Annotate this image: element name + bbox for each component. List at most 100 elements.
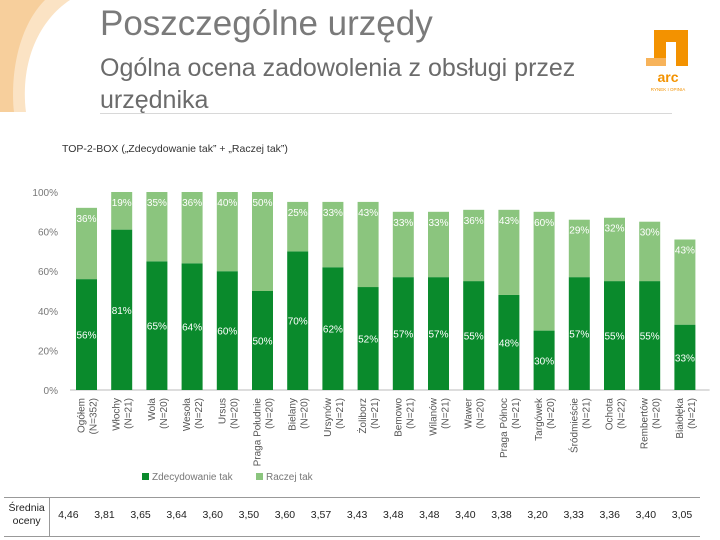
data-label-zdecydowanie-tak: 30% — [534, 356, 554, 367]
bar-raczej-tak — [463, 209, 485, 282]
data-label-zdecydowanie-tak: 81% — [112, 306, 132, 317]
bar-zdecydowanie-tak — [287, 251, 309, 390]
x-tick-label: Ursynów(N=21) — [323, 397, 346, 437]
y-tick-label: 60% — [38, 267, 58, 278]
data-label-raczej-tak: 29% — [569, 226, 589, 237]
data-label-raczej-tak: 30% — [640, 228, 660, 239]
x-tick-label: Wola(N=20) — [147, 398, 170, 429]
average-score-value: 4,46 — [58, 509, 79, 521]
average-score-value: 3,57 — [310, 509, 332, 521]
data-label-zdecydowanie-tak: 57% — [428, 330, 448, 341]
data-label-raczej-tak: 36% — [182, 198, 202, 209]
average-score-value: 3,20 — [527, 509, 548, 521]
average-score-value: 3,38 — [491, 509, 512, 521]
data-label-raczej-tak: 33% — [323, 208, 343, 219]
bar-zdecydowanie-tak — [392, 277, 414, 390]
y-tick-label: 20% — [38, 346, 58, 357]
data-label-raczej-tak: 43% — [675, 246, 695, 257]
header-divider — [100, 113, 672, 114]
data-label-zdecydowanie-tak: 55% — [604, 332, 624, 343]
average-score-value: 3,81 — [94, 509, 115, 521]
data-label-zdecydowanie-tak: 60% — [217, 327, 237, 338]
legend-label: Raczej tak — [266, 472, 314, 483]
decorative-corner-swoosh — [0, 0, 70, 112]
bar-zdecydowanie-tak — [533, 330, 555, 390]
average-score-value: 3,05 — [671, 509, 693, 521]
data-label-zdecydowanie-tak: 48% — [499, 338, 519, 349]
legend-label: Zdecydowanie tak — [152, 472, 234, 483]
bar-zdecydowanie-tak — [76, 279, 97, 390]
bar-zdecydowanie-tak — [111, 229, 133, 390]
average-score-value: 3,65 — [130, 509, 151, 521]
x-tick-label: Wesoła(N=22) — [182, 398, 205, 432]
legend-swatch — [142, 473, 149, 480]
average-score-value: 3,40 — [635, 509, 657, 521]
bar-raczej-tak — [322, 201, 344, 268]
average-score-value: 3,60 — [202, 509, 223, 521]
average-score-value: 3,50 — [238, 509, 260, 521]
legend-swatch — [256, 473, 263, 480]
x-tick-label: Ochota(N=22) — [605, 398, 628, 431]
average-score-row: Średnia oceny 4,46 3,81 3,65 3,64 3,60 3,50 3,… — [4, 497, 700, 537]
data-label-raczej-tak: 40% — [217, 198, 237, 209]
data-label-zdecydowanie-tak: 52% — [358, 335, 378, 346]
data-label-zdecydowanie-tak: 56% — [76, 331, 96, 342]
x-tick-label: Ursus(N=20) — [217, 398, 240, 429]
data-label-zdecydowanie-tak: 33% — [675, 353, 695, 364]
x-tick-label: Bemowo(N=21) — [393, 398, 416, 437]
data-label-raczej-tak: 50% — [252, 198, 272, 209]
data-label-zdecydowanie-tak: 55% — [464, 332, 484, 343]
data-label-zdecydowanie-tak: 55% — [640, 332, 660, 343]
bar-zdecydowanie-tak — [357, 287, 379, 390]
bar-zdecydowanie-tak — [498, 294, 520, 390]
x-tick-label: Targówek(N=20) — [534, 397, 557, 441]
average-score-value: 3,64 — [166, 509, 187, 521]
x-tick-label: Ogółem(N=352) — [77, 398, 100, 434]
average-score-values: 4,46 3,81 3,65 3,64 3,60 3,50 3,60 3,57 3,43 3,48… — [50, 498, 700, 536]
x-tick-label: Bielany(N=20) — [288, 398, 311, 431]
bar-raczej-tak — [181, 192, 203, 264]
bar-raczej-tak — [357, 201, 379, 288]
data-label-raczej-tak: 32% — [604, 224, 624, 235]
bar-zdecydowanie-tak — [181, 263, 203, 390]
bar-raczej-tak — [674, 239, 696, 325]
page-title: Poszczególne urzędy — [100, 4, 433, 43]
bar-zdecydowanie-tak — [146, 261, 168, 390]
x-tick-label: Żoliborz(N=21) — [356, 398, 381, 434]
data-label-raczej-tak: 60% — [534, 218, 554, 229]
data-label-zdecydowanie-tak: 64% — [182, 323, 202, 334]
bar-raczej-tak — [568, 219, 590, 278]
bar-zdecydowanie-tak — [568, 277, 590, 390]
average-score-value: 3,48 — [382, 509, 404, 521]
average-score-label: Średnia oceny — [4, 498, 51, 536]
logo-wordmark: arc — [657, 69, 678, 85]
y-tick-label: 40% — [38, 307, 58, 318]
x-tick-label: Włochy(N=21) — [112, 398, 135, 431]
bar-raczej-tak — [146, 192, 168, 262]
y-tick-label: 60% — [38, 228, 58, 239]
bar-zdecydowanie-tak — [674, 324, 696, 390]
data-label-raczej-tak: 33% — [393, 218, 413, 229]
arc-logo: arc RYNEK I OPINIA — [646, 30, 688, 92]
bar-zdecydowanie-tak — [604, 281, 625, 390]
logo-tagline: RYNEK I OPINIA — [651, 87, 685, 92]
bar-raczej-tak — [604, 217, 625, 282]
bar-raczej-tak — [428, 211, 449, 278]
data-label-raczej-tak: 33% — [428, 218, 448, 229]
bar-zdecydowanie-tak — [639, 281, 661, 390]
average-score-value: 3,36 — [599, 509, 620, 521]
data-label-zdecydowanie-tak: 57% — [393, 330, 413, 341]
stacked-bar-chart: 0% 20% 40% 60% 60% 100% 56% 36% Ogółem(N=352) 81%… — [32, 188, 710, 483]
bar-zdecydowanie-tak — [252, 291, 273, 390]
bar-zdecydowanie-tak — [428, 277, 449, 390]
x-tick-label: Białołęka(N=21) — [675, 398, 698, 439]
bar-zdecydowanie-tak — [322, 267, 344, 390]
x-tick-label: Praga Północ(N=21) — [499, 398, 522, 458]
data-label-raczej-tak: 25% — [288, 208, 308, 219]
y-tick-label: 0% — [44, 386, 59, 397]
average-score-value: 3,40 — [455, 509, 476, 521]
bar-raczej-tak — [533, 211, 555, 331]
average-score-value: 3,43 — [346, 509, 368, 521]
bar-raczej-tak — [639, 221, 661, 282]
page-subtitle: Ogólna ocena zadowolenia z obsługi przez… — [100, 54, 576, 114]
